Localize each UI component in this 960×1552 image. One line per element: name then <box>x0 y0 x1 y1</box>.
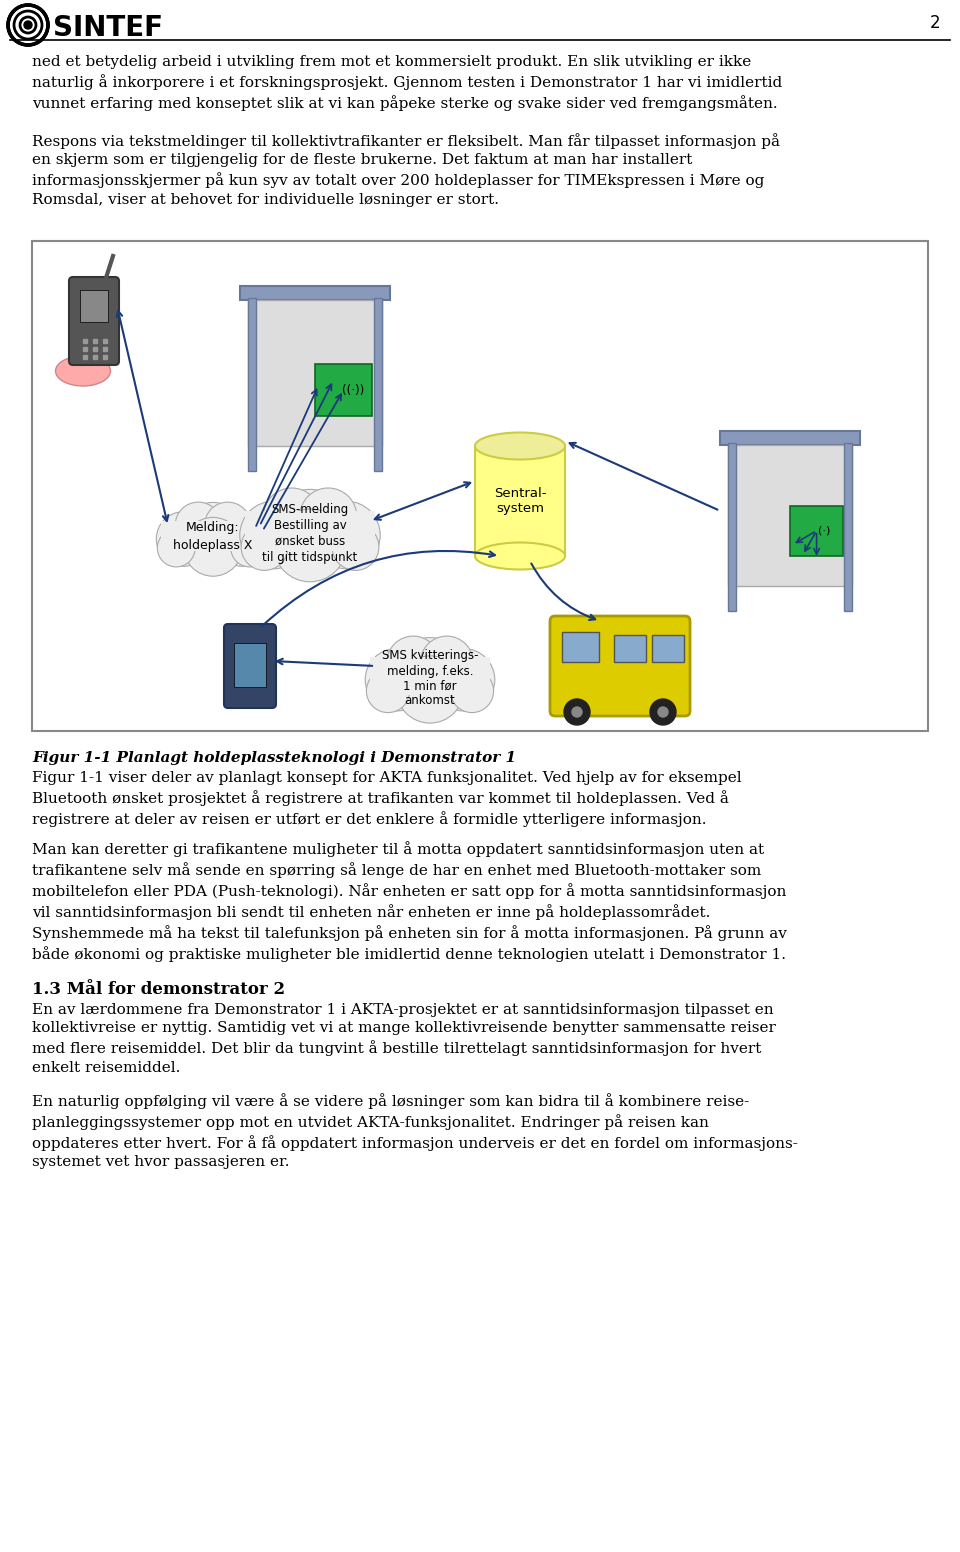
FancyBboxPatch shape <box>475 445 565 556</box>
Circle shape <box>183 517 242 576</box>
Circle shape <box>204 503 251 548</box>
Circle shape <box>157 529 195 566</box>
Circle shape <box>156 512 211 566</box>
Text: 1.3 Mål for demonstrator 2: 1.3 Mål for demonstrator 2 <box>32 981 285 998</box>
Text: melding, f.eks.: melding, f.eks. <box>387 664 473 678</box>
Text: ((·)): ((·)) <box>343 383 365 397</box>
Text: til gitt tidspunkt: til gitt tidspunkt <box>262 551 358 563</box>
Circle shape <box>392 638 468 714</box>
FancyBboxPatch shape <box>248 298 256 470</box>
Text: ned et betydelig arbeid i utvikling frem mot et kommersielt produkt. En slik utv: ned et betydelig arbeid i utvikling frem… <box>32 54 782 112</box>
FancyBboxPatch shape <box>844 442 852 611</box>
Text: 2: 2 <box>929 14 940 33</box>
Text: En av lærdommene fra Demonstrator 1 i AKTA-prosjektet er at sanntidsinformasjon : En av lærdommene fra Demonstrator 1 i AK… <box>32 1003 776 1076</box>
Text: ønsket buss: ønsket buss <box>275 534 346 548</box>
Circle shape <box>300 487 357 545</box>
FancyBboxPatch shape <box>790 506 843 556</box>
Circle shape <box>274 509 347 582</box>
Circle shape <box>367 669 410 712</box>
Ellipse shape <box>56 355 110 386</box>
Text: SINTEF: SINTEF <box>53 14 163 42</box>
Circle shape <box>263 487 321 545</box>
Circle shape <box>24 22 32 29</box>
Circle shape <box>332 523 379 571</box>
FancyBboxPatch shape <box>80 290 108 321</box>
Text: Sentral-
system: Sentral- system <box>493 487 546 515</box>
FancyBboxPatch shape <box>720 431 860 445</box>
FancyBboxPatch shape <box>370 656 490 695</box>
FancyBboxPatch shape <box>562 632 599 663</box>
FancyBboxPatch shape <box>245 511 375 551</box>
Circle shape <box>572 708 582 717</box>
Circle shape <box>215 512 270 566</box>
Circle shape <box>269 489 351 573</box>
Ellipse shape <box>475 543 565 570</box>
FancyBboxPatch shape <box>32 241 928 731</box>
FancyBboxPatch shape <box>614 635 646 663</box>
Circle shape <box>650 698 676 725</box>
Ellipse shape <box>475 433 565 459</box>
Circle shape <box>365 649 427 711</box>
Text: 1 min før: 1 min før <box>403 680 457 692</box>
Text: ankomst: ankomst <box>404 694 455 708</box>
Circle shape <box>420 636 473 689</box>
Circle shape <box>313 501 380 568</box>
Text: En naturlig oppfølging vil være å se videre på løsninger som kan bidra til å kom: En naturlig oppfølging vil være å se vid… <box>32 1093 798 1169</box>
Circle shape <box>230 529 269 566</box>
Text: (·): (·) <box>819 526 830 535</box>
FancyBboxPatch shape <box>160 521 266 551</box>
FancyBboxPatch shape <box>728 445 852 587</box>
FancyBboxPatch shape <box>728 442 736 611</box>
Text: Melding:: Melding: <box>186 521 240 534</box>
FancyBboxPatch shape <box>224 624 276 708</box>
Circle shape <box>180 503 247 570</box>
Circle shape <box>8 5 48 45</box>
FancyBboxPatch shape <box>240 286 390 300</box>
Circle shape <box>14 11 42 39</box>
Text: Bestilling av: Bestilling av <box>274 518 347 531</box>
Text: SMS kvitterings-: SMS kvitterings- <box>382 649 478 663</box>
FancyBboxPatch shape <box>69 276 119 365</box>
FancyBboxPatch shape <box>315 365 372 416</box>
Text: SMS-melding: SMS-melding <box>272 503 348 515</box>
FancyBboxPatch shape <box>550 616 690 715</box>
Text: Respons via tekstmeldinger til kollektivtrafikanter er fleksibelt. Man får tilpa: Respons via tekstmeldinger til kollektiv… <box>32 133 780 206</box>
Circle shape <box>176 503 222 548</box>
Circle shape <box>450 669 493 712</box>
Text: Figur 1-1 Planlagt holdeplassteknologi i Demonstrator 1: Figur 1-1 Planlagt holdeplassteknologi i… <box>32 751 516 765</box>
Circle shape <box>387 636 440 689</box>
FancyBboxPatch shape <box>234 643 266 688</box>
Circle shape <box>564 698 590 725</box>
Circle shape <box>240 501 307 568</box>
Text: Figur 1-1 viser deler av planlagt konsept for AKTA funksjonalitet. Ved hjelp av : Figur 1-1 viser deler av planlagt konsep… <box>32 771 742 827</box>
FancyBboxPatch shape <box>248 300 382 445</box>
FancyBboxPatch shape <box>652 635 684 663</box>
Circle shape <box>241 523 288 571</box>
Circle shape <box>432 649 494 711</box>
Circle shape <box>658 708 668 717</box>
Text: holdeplass X: holdeplass X <box>173 540 252 553</box>
FancyBboxPatch shape <box>374 298 382 470</box>
Circle shape <box>396 656 464 723</box>
Text: Man kan deretter gi trafikantene muligheter til å motta oppdatert sanntidsinform: Man kan deretter gi trafikantene mulighe… <box>32 841 787 962</box>
